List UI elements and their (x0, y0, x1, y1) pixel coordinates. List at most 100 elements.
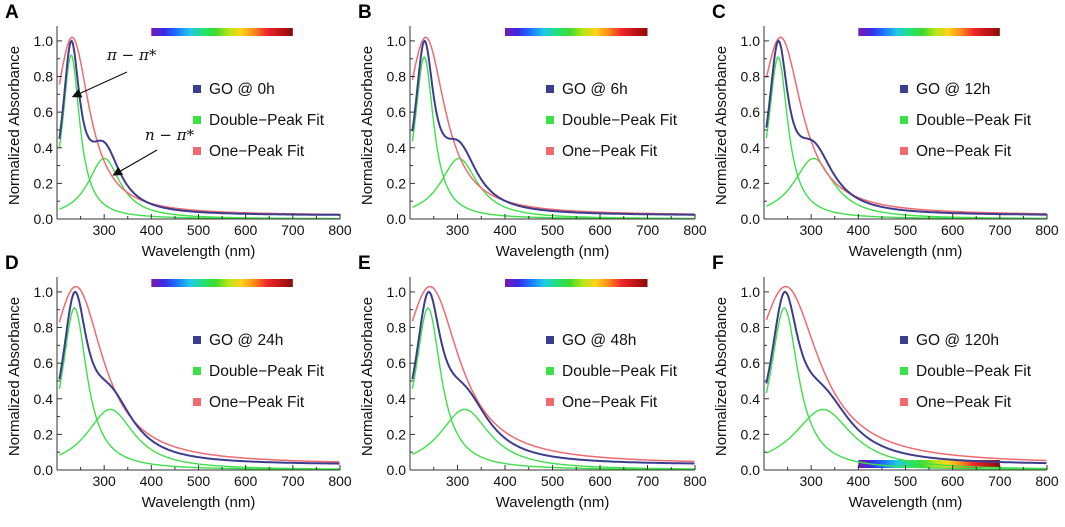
x-tick-label: 400 (847, 222, 871, 238)
y-tick-label: 1.0 (387, 284, 407, 300)
y-tick-label: 1.0 (741, 284, 761, 300)
x-axis-title: Wavelength (nm) (142, 494, 256, 511)
y-tick-label: 0.6 (387, 104, 407, 120)
n-pi-arrow (112, 149, 158, 176)
pi-pi-fit-curve (58, 307, 340, 471)
y-tick-label: 0.0 (387, 462, 407, 478)
x-tick-label: 400 (140, 473, 164, 489)
spectrum-bar (505, 28, 648, 36)
y-tick-label: 1.0 (34, 33, 54, 49)
legend-double-peak-label: Double−Peak Fit (209, 112, 325, 129)
y-tick-label: 1.0 (34, 284, 54, 300)
y-tick-label: 0.8 (34, 320, 54, 336)
x-tick-label: 600 (941, 222, 965, 238)
legend-double-peak-swatch (900, 116, 908, 124)
x-tick-label: 300 (799, 473, 823, 489)
pi-pi-fit-curve (58, 54, 340, 220)
legend-one-peak-label: One−Peak Fit (916, 394, 1012, 411)
panel-e: 300 400 500 600 700 800 0.0 0.2 0.4 0.6 0.8 1.0 Wave… (358, 253, 707, 511)
x-tick-label: 400 (493, 222, 517, 238)
x-tick-label: 600 (941, 473, 965, 489)
y-tick-label: 0.8 (387, 69, 407, 85)
measured-spectrum-curve (58, 290, 340, 465)
x-tick-label: 300 (446, 222, 470, 238)
legend-measured-swatch (900, 336, 908, 344)
spectrum-bar (151, 28, 293, 36)
y-tick-label: 0.2 (387, 175, 407, 191)
legend-measured-label: GO @ 120h (916, 332, 999, 349)
y-tick-label: 0.2 (387, 426, 407, 442)
n-pi-fit-curve (766, 157, 1047, 219)
legend-one-peak-swatch (900, 147, 908, 155)
y-tick-label: 0.4 (34, 140, 54, 156)
panel-f: 300 400 500 600 700 800 0.0 0.2 0.4 0.6 0.8 1.0 Wave… (712, 253, 1059, 511)
panel-letter: B (358, 2, 372, 23)
legend-one-peak-swatch (900, 398, 908, 406)
x-axis-title: Wavelength (nm) (496, 243, 610, 260)
legend-double-peak-swatch (900, 367, 908, 375)
y-tick-label: 0.2 (34, 426, 54, 442)
legend-measured-label: GO @ 12h (916, 81, 990, 98)
x-tick-label: 600 (234, 222, 258, 238)
x-tick-label: 700 (636, 473, 660, 489)
panel-a: 300 400 500 600 700 800 0.0 0.2 0.4 0.6 0.8 1.0 Wave… (5, 2, 352, 260)
y-tick-label: 0.6 (387, 355, 407, 371)
legend-one-peak-swatch (193, 147, 201, 155)
x-axis-title: Wavelength (nm) (849, 243, 963, 260)
panel-letter: A (5, 2, 19, 23)
y-tick-label: 0.6 (741, 104, 761, 120)
pi-pi-fit-curve (411, 307, 695, 471)
panel-letter: C (712, 2, 726, 23)
x-tick-label: 800 (1035, 473, 1059, 489)
legend-measured-swatch (193, 85, 201, 93)
x-tick-label: 600 (588, 473, 612, 489)
legend-double-peak-label: Double−Peak Fit (562, 363, 678, 380)
x-tick-label: 600 (588, 222, 612, 238)
y-tick-label: 0.2 (34, 175, 54, 191)
x-tick-label: 500 (894, 222, 918, 238)
legend-double-peak-swatch (546, 116, 554, 124)
legend-one-peak-label: One−Peak Fit (562, 394, 658, 411)
y-tick-label: 0.6 (34, 104, 54, 120)
n-pi-fit-curve (59, 157, 340, 220)
x-axis-title: Wavelength (nm) (849, 494, 963, 511)
x-tick-label: 500 (894, 473, 918, 489)
y-tick-label: 0.6 (34, 355, 54, 371)
y-tick-label: 0.4 (387, 140, 407, 156)
legend-measured-swatch (900, 85, 908, 93)
y-tick-label: 0.0 (34, 211, 54, 227)
x-axis-title: Wavelength (nm) (142, 243, 256, 260)
x-axis-title: Wavelength (nm) (496, 494, 610, 511)
pi-pi-fit-curve (411, 56, 695, 220)
y-tick-label: 1.0 (387, 33, 407, 49)
x-tick-label: 800 (328, 222, 352, 238)
x-tick-label: 700 (636, 222, 660, 238)
legend-one-peak-label: One−Peak Fit (209, 143, 305, 160)
y-tick-label: 0.8 (387, 320, 407, 336)
legend-double-peak-label: Double−Peak Fit (916, 363, 1032, 380)
y-tick-label: 0.4 (741, 391, 761, 407)
legend-measured-label: GO @ 6h (562, 81, 628, 98)
legend-measured-label: GO @ 0h (209, 81, 275, 98)
panel-letter: F (712, 253, 724, 274)
x-tick-label: 500 (187, 473, 211, 489)
y-tick-label: 0.0 (387, 211, 407, 227)
x-tick-label: 300 (92, 473, 116, 489)
x-tick-label: 500 (541, 222, 565, 238)
x-tick-label: 400 (847, 473, 871, 489)
x-tick-label: 800 (683, 473, 707, 489)
legend-double-peak-swatch (546, 367, 554, 375)
panel-b: 300 400 500 600 700 800 0.0 0.2 0.4 0.6 0.8 1.0 Wave… (358, 2, 707, 260)
measured-spectrum-curve (765, 290, 1047, 465)
panel-letter: E (358, 253, 371, 274)
panel-c: 300 400 500 600 700 800 0.0 0.2 0.4 0.6 0.8 1.0 Wave… (712, 2, 1059, 260)
legend-measured-swatch (546, 336, 554, 344)
x-tick-label: 700 (281, 473, 305, 489)
y-tick-label: 0.6 (741, 355, 761, 371)
y-axis-title: Normalized Absorbance (6, 297, 23, 456)
y-tick-label: 0.8 (741, 320, 761, 336)
x-tick-label: 500 (187, 222, 211, 238)
x-tick-label: 600 (234, 473, 258, 489)
one-peak-fit-curve (765, 285, 1047, 462)
x-tick-label: 300 (92, 222, 116, 238)
